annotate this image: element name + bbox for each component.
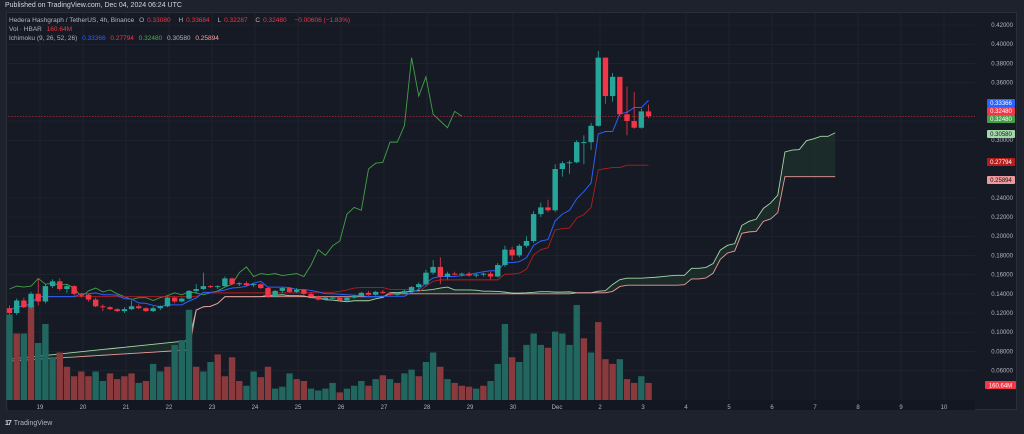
legend-ichimoku-row: Ichimoku (9, 26, 52, 26) 0.33366 0.27794… (9, 34, 353, 43)
time-tick: 24 (252, 405, 259, 411)
time-tick: 25 (295, 405, 302, 411)
price-badge: 0.25894 (990, 178, 1012, 184)
time-tick: 20 (80, 405, 87, 411)
time-tick: 26 (338, 405, 345, 411)
span-b-value: 0.25894 (195, 35, 219, 42)
close-value: 0.32480 (263, 17, 287, 24)
volume-badge: 160.64M (989, 383, 1012, 389)
price-badge: 0.27794 (990, 160, 1012, 166)
time-tick: 7 (813, 405, 817, 411)
price-tick: 0.42000 (991, 23, 1013, 29)
time-tick: 5 (727, 405, 731, 411)
tenkan-line (9, 100, 649, 311)
span-b-line (9, 176, 836, 362)
chikou-line (9, 57, 463, 302)
tenkan-value: 0.33366 (82, 35, 106, 42)
price-tick: 0.18000 (991, 253, 1013, 259)
time-tick: 22 (166, 405, 173, 411)
time-tick: 28 (424, 405, 431, 411)
chikou-value: 0.32480 (138, 35, 163, 42)
change-value: −0.00606 (−1.83%) (294, 17, 351, 24)
time-tick: 8 (856, 405, 860, 411)
volume-indicator-label[interactable]: Vol · HBAR (9, 26, 42, 33)
published-banner: Published on TradingView.com, Dec 04, 20… (5, 2, 182, 9)
time-tick: 6 (770, 405, 774, 411)
price-badge: 0.32480 (990, 117, 1012, 123)
time-tick: 9 (899, 405, 903, 411)
price-tick: 0.12000 (991, 311, 1013, 317)
price-tick: 0.40000 (991, 42, 1013, 48)
time-tick: 10 (941, 405, 948, 411)
grid (8, 13, 975, 400)
price-tick: 0.20000 (991, 234, 1013, 240)
price-badge: 0.30580 (990, 132, 1012, 138)
symbol-title[interactable]: Hedera Hashgraph / TetherUS, 4h, Binance (9, 17, 135, 24)
time-tick: 19 (37, 405, 44, 411)
chart-legend: Hedera Hashgraph / TetherUS, 4h, Binance… (9, 16, 353, 43)
legend-symbol-row: Hedera Hashgraph / TetherUS, 4h, Binance… (9, 17, 351, 24)
time-tick: 2 (598, 405, 602, 411)
price-tick: 0.36000 (991, 81, 1013, 87)
price-badge: 0.33366 (990, 101, 1012, 107)
low-value: 0.32287 (224, 17, 248, 24)
price-tick: 0.10000 (991, 330, 1013, 336)
high-value: 0.33684 (186, 17, 210, 24)
time-tick: 3 (641, 405, 645, 411)
span-a-line (9, 132, 836, 360)
price-badge: 0.32480 (990, 109, 1012, 115)
legend-volume-row: Vol · HBAR 160.64M (9, 25, 353, 34)
price-tick: 0.14000 (991, 292, 1013, 298)
tradingview-brand: TradingView (13, 420, 53, 427)
tradingview-logo: 17 TradingView (5, 420, 52, 427)
time-tick: Dec (552, 405, 563, 411)
price-tick: 0.24000 (991, 196, 1013, 202)
volume-bars (6, 305, 652, 400)
price-tick: 0.38000 (991, 61, 1013, 67)
time-tick: 30 (510, 405, 517, 411)
kijun-line (9, 164, 649, 311)
ichimoku-indicator-label[interactable]: Ichimoku (9, 26, 52, 26) (9, 35, 78, 42)
time-tick: 21 (123, 405, 130, 411)
time-tick: 29 (467, 405, 474, 411)
kijun-value: 0.27794 (110, 35, 134, 42)
open-value: 0.33080 (147, 17, 171, 24)
price-tick: 0.06000 (991, 369, 1013, 375)
volume-value: 160.64M (46, 26, 72, 33)
candles (6, 50, 652, 315)
ichimoku-cloud (9, 132, 836, 361)
time-tick: 27 (381, 405, 388, 411)
time-tick: 23 (209, 405, 216, 411)
price-tick: 0.30000 (991, 138, 1013, 144)
price-tick: 0.22000 (991, 215, 1013, 221)
tradingview-logo-icon: 17 (5, 420, 12, 427)
price-tick: 0.08000 (991, 349, 1013, 355)
span-a-value: 0.30580 (167, 35, 191, 42)
time-tick: 4 (684, 405, 688, 411)
price-tick: 0.16000 (991, 273, 1013, 279)
